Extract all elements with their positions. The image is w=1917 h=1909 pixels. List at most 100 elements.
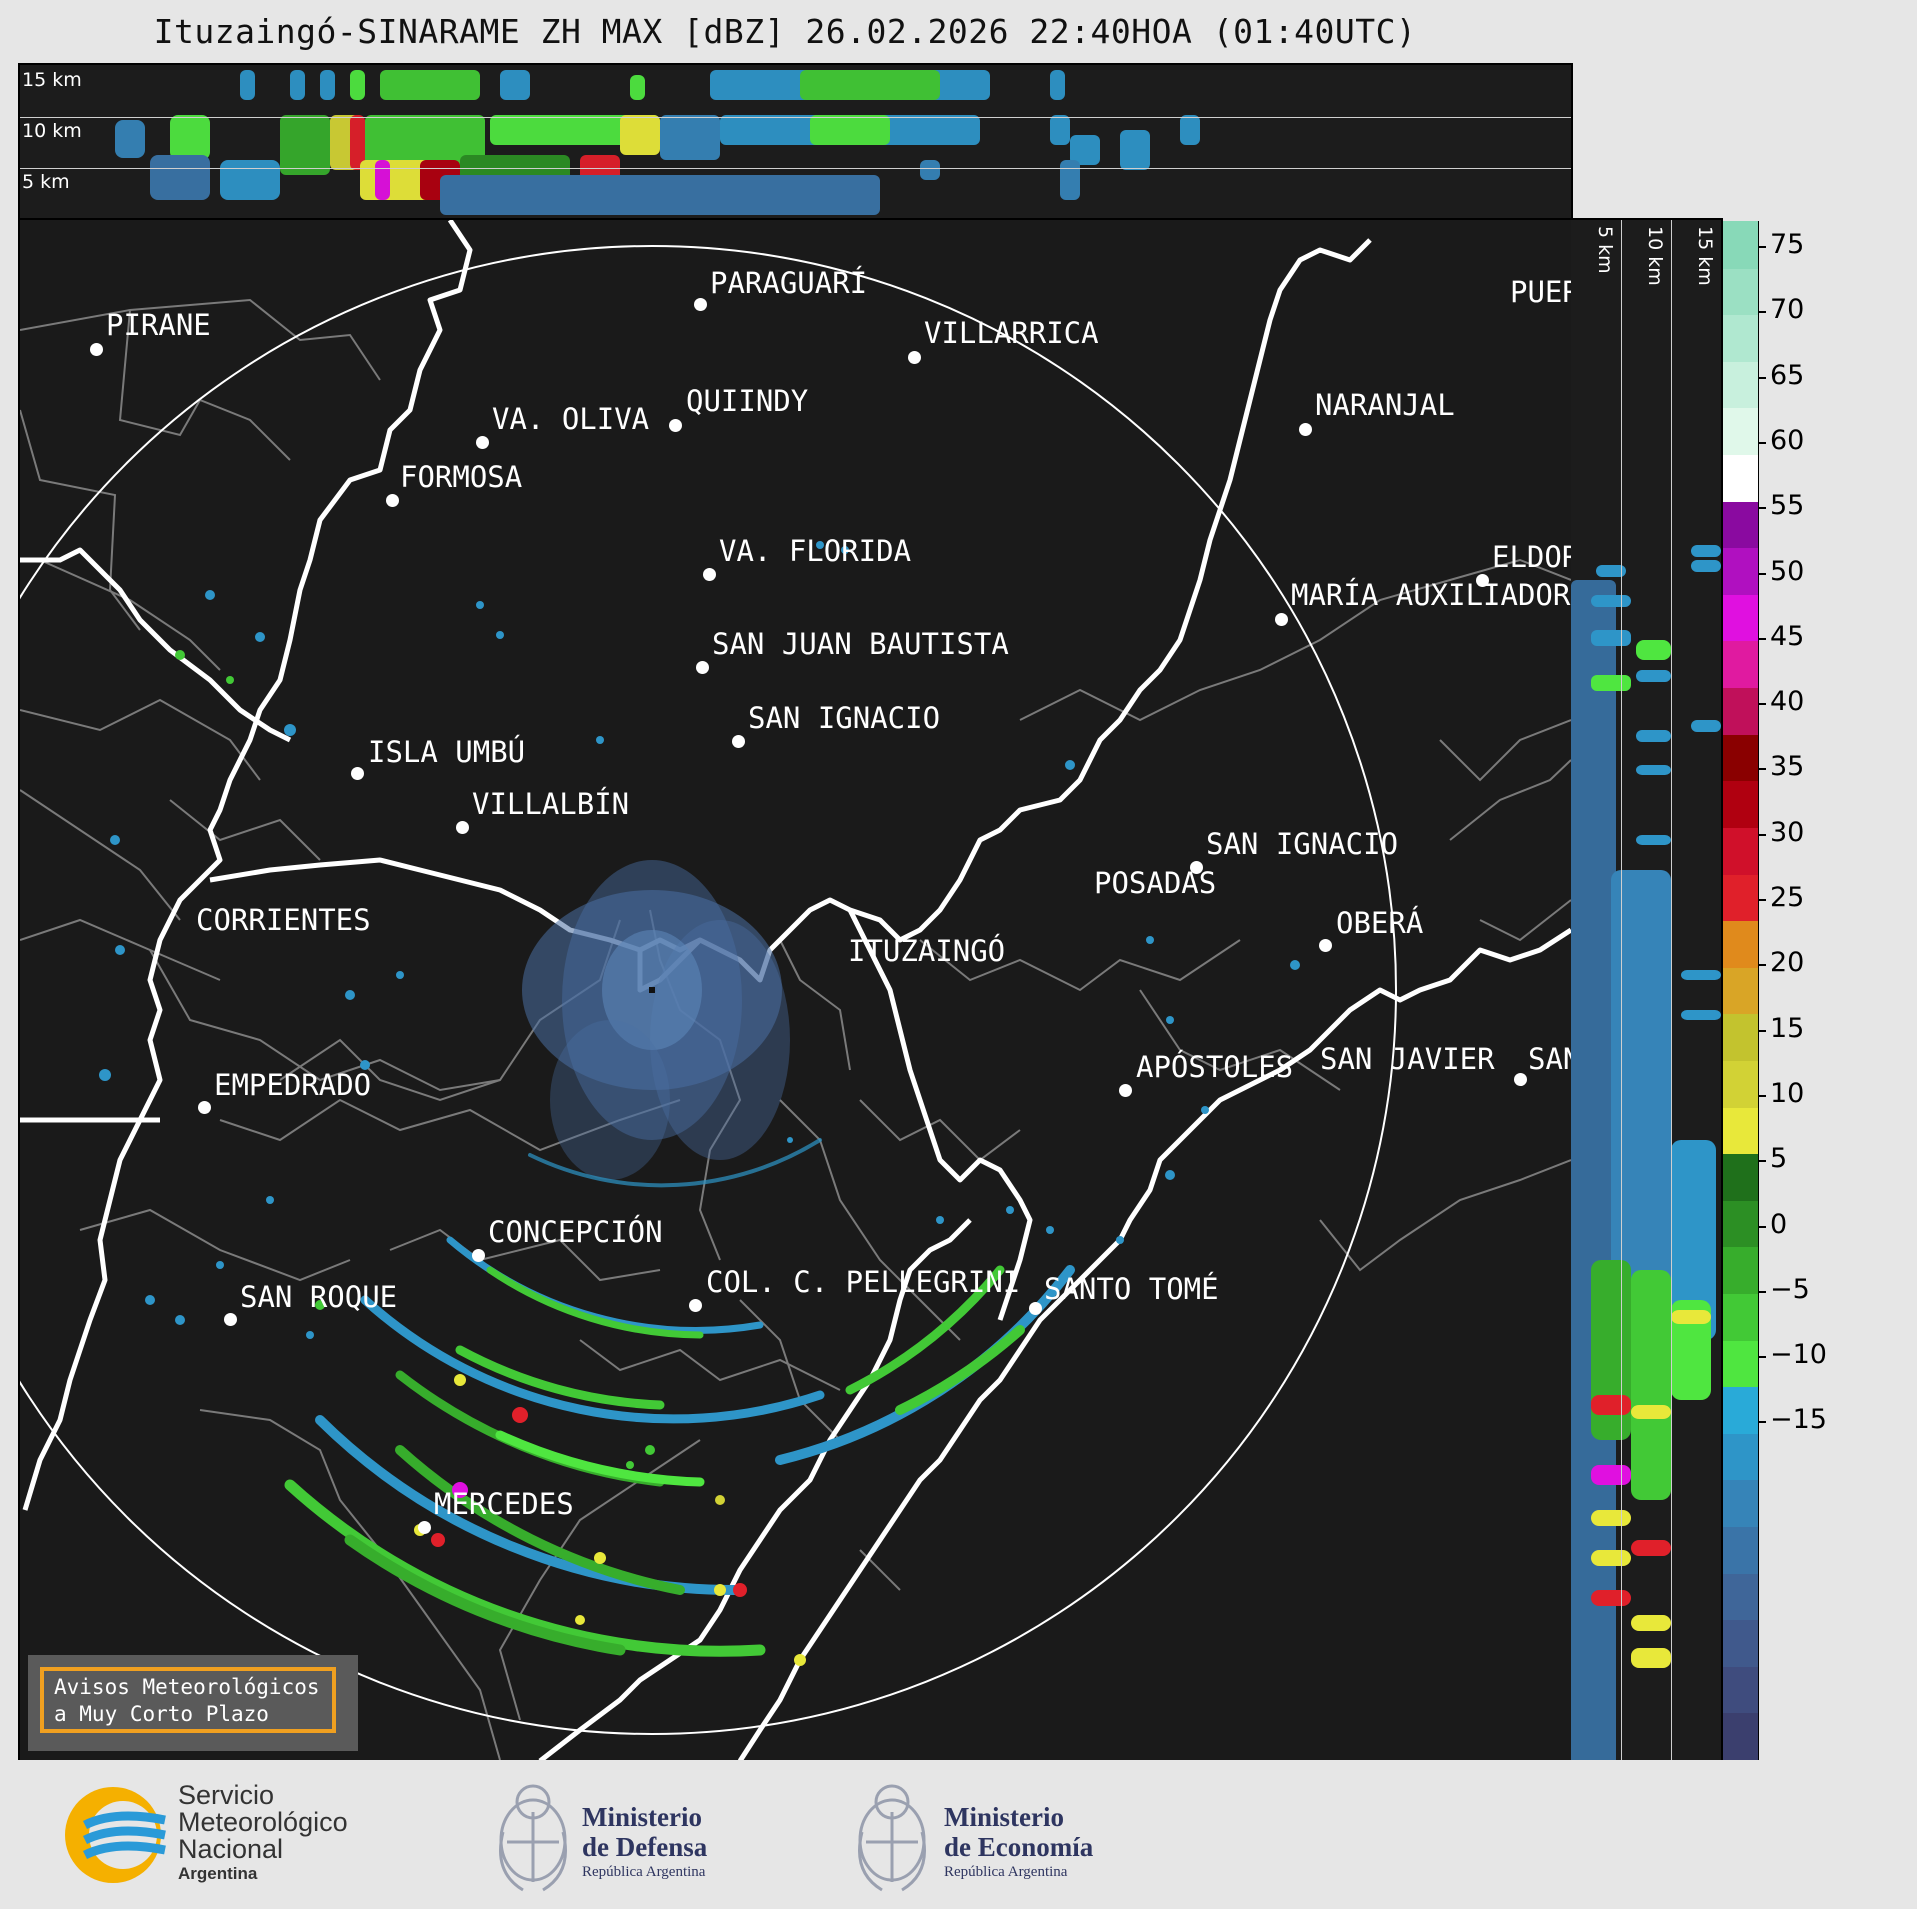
city-dot-quiindy: [669, 419, 682, 432]
city-label-va-oliva: VA. OLIVA: [492, 402, 650, 436]
side-label-10km: 10 km: [1644, 226, 1666, 286]
side-height-profile: 5 km 10 km 15 km: [1571, 218, 1723, 1763]
city-label-apostoles: APÓSTOLES: [1136, 1050, 1294, 1084]
city-dot-obera: [1319, 939, 1332, 952]
colorbar-tick: [1758, 833, 1766, 836]
city-dot-paraguari: [694, 298, 707, 311]
colorbar-tick-label: 5: [1770, 1143, 1788, 1175]
avisos-line2: a Muy Corto Plazo: [54, 1702, 269, 1726]
city-label-puerto: PUERTO: [1510, 275, 1571, 309]
colorbar-tick: [1758, 572, 1766, 575]
city-dot-villarrica: [908, 351, 921, 364]
city-dot-naranjal: [1299, 423, 1312, 436]
city-label-maria-auxiliadora: MARÍA AUXILIADORA: [1291, 578, 1573, 612]
colorbar-segment: [1723, 594, 1758, 642]
colorbar-tick-label: 20: [1770, 947, 1805, 979]
smn-name-line4: Argentina: [178, 1864, 258, 1883]
colorbar-segment: [1723, 687, 1758, 735]
colorbar-segment: [1723, 734, 1758, 782]
city-dot-va-florida: [703, 568, 716, 581]
colorbar-segment: [1723, 1106, 1758, 1155]
defensa-line2: de Defensa: [582, 1832, 708, 1862]
colorbar-tick: [1758, 899, 1766, 901]
city-dot-eldorado: [1476, 574, 1489, 587]
colorbar-segment: [1723, 1339, 1758, 1388]
radar-clutter: [522, 860, 790, 1180]
smn-logo-icon: [65, 1787, 166, 1883]
economia-line3: República Argentina: [944, 1864, 1068, 1880]
colorbar-tick-label: 35: [1770, 751, 1805, 783]
reflectivity-colorbar: [1722, 221, 1759, 1761]
economia-line2: de Economía: [944, 1832, 1094, 1862]
colorbar-tick-label: 25: [1770, 882, 1805, 913]
colorbar-tick-label: 40: [1770, 686, 1805, 718]
colorbar-tick-label: 0: [1770, 1208, 1788, 1240]
colorbar-tick-label: 70: [1770, 294, 1805, 326]
city-label-eldorado: ELDORADO: [1492, 540, 1571, 574]
avisos-panel[interactable]: Avisos Meteorológicos a Muy Corto Plazo: [28, 1655, 358, 1751]
defensa-line3: República Argentina: [582, 1864, 706, 1880]
radar-map[interactable]: PARAGUARÍ PIRANE VILLARRICA QUIINDY VA. …: [18, 218, 1573, 1763]
colorbar-tick-label: 60: [1770, 424, 1805, 456]
colorbar-segment: [1723, 1433, 1758, 1481]
colorbar-tick: [1758, 311, 1766, 314]
colorbar-segment: [1723, 1666, 1758, 1714]
side-line-10km: [1671, 220, 1672, 1761]
smn-name-line1: Servicio: [178, 1780, 275, 1810]
green-echoes: [175, 650, 655, 1469]
colorbar-tick: [1758, 1160, 1766, 1163]
colorbar-segment: [1723, 1619, 1758, 1667]
city-label-naranjal: NARANJAL: [1315, 388, 1455, 422]
colorbar-tick-label: 65: [1770, 359, 1805, 391]
city-label-san-ignacio-py: SAN IGNACIO: [748, 701, 941, 735]
rivers-borders: [20, 220, 1571, 1761]
scattered-echoes: [99, 541, 1300, 1339]
high-reflectivity-cells: [414, 1374, 806, 1666]
city-label-san-javier: SAN JAVIER: [1320, 1042, 1495, 1076]
colorbar-segment: [1723, 780, 1758, 828]
height-line-5km: [20, 168, 1571, 169]
colorbar-tick: [1758, 703, 1766, 706]
city-label-san-ignacio-ar: SAN IGNACIO: [1206, 827, 1399, 861]
city-label-formosa: FORMOSA: [400, 460, 523, 494]
city-dot-empedrado: [198, 1101, 211, 1114]
colorbar-tick-label: 55: [1770, 490, 1805, 522]
colorbar-tick: [1758, 768, 1766, 771]
height-label-5km: 5 km: [22, 171, 70, 193]
city-dot-col-pellegrini: [689, 1299, 702, 1312]
colorbar-tick-label: 30: [1770, 816, 1805, 848]
side-profile-echoes: [1571, 545, 1721, 1761]
city-label-mercedes: MERCEDES: [434, 1487, 574, 1521]
height-label-10km: 10 km: [22, 120, 82, 142]
colorbar-segment: [1723, 1013, 1758, 1061]
colorbar-tick-label: 15: [1770, 1012, 1805, 1044]
colorbar-segment: [1723, 501, 1758, 549]
colorbar-tick: [1758, 376, 1766, 379]
colorbar-segment: [1723, 1386, 1758, 1434]
avisos-box[interactable]: Avisos Meteorológicos a Muy Corto Plazo: [40, 1667, 336, 1733]
city-label-san-juan-bautista: SAN JUAN BAUTISTA: [712, 627, 1009, 661]
colorbar-tick-label: −5: [1770, 1273, 1810, 1305]
city-label-ituzaingo: ITUZAINGÓ: [848, 934, 1006, 968]
radar-map-graphics: [20, 220, 1571, 1761]
city-dot-san-roque: [224, 1313, 237, 1326]
height-label-15km: 15 km: [22, 69, 82, 91]
colorbar-tick-label: 10: [1770, 1077, 1805, 1109]
colorbar-segment: [1723, 640, 1758, 689]
city-dot-villalbin: [456, 821, 469, 834]
range-ring: [20, 245, 1397, 1735]
city-label-empedrado: EMPEDRADO: [214, 1068, 372, 1102]
colorbar-segment: [1723, 920, 1758, 968]
city-dot-san-juan-bautista: [696, 661, 709, 674]
colorbar-tick-label: 75: [1770, 229, 1805, 260]
colorbar-segment: [1723, 967, 1758, 1015]
colorbar-segment: [1723, 1572, 1758, 1621]
colorbar-segment: [1723, 1293, 1758, 1341]
smn-name-line2: Meteorológico: [178, 1807, 348, 1837]
footer: Servicio Meteorológico Nacional Argentin…: [0, 1760, 1917, 1909]
colorbar-tick: [1758, 507, 1766, 510]
admin-boundaries: [20, 298, 1571, 1761]
colorbar-segment: [1723, 873, 1758, 922]
colorbar-segment: [1723, 1060, 1758, 1108]
colorbar-segment: [1723, 1526, 1758, 1574]
